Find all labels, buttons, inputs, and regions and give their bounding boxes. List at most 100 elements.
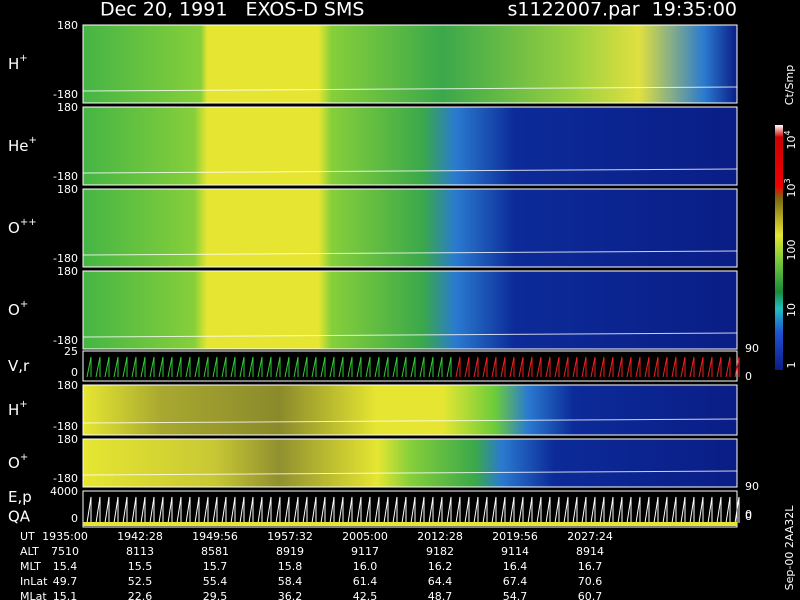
table-cell: 8919 <box>276 545 304 558</box>
sawtooth <box>581 496 587 524</box>
table-cell: 29.5 <box>203 590 228 600</box>
sawtooth <box>86 356 92 378</box>
table-cell: 54.7 <box>503 590 528 600</box>
sawtooth <box>149 496 155 524</box>
panel <box>82 350 738 382</box>
sawtooth <box>176 496 182 524</box>
panel-label-text: O <box>8 301 20 319</box>
sawtooth <box>176 356 182 378</box>
sawtooth <box>320 356 326 378</box>
sawtooth <box>194 356 200 378</box>
sawtooth <box>599 356 605 378</box>
table-cell: 64.4 <box>428 575 453 588</box>
table-cell: 16.7 <box>578 560 603 573</box>
sawtooth <box>356 356 362 378</box>
sawtooth <box>437 356 443 378</box>
sawtooth <box>275 356 281 378</box>
sawtooth <box>680 496 686 524</box>
sawtooth <box>392 356 398 378</box>
sawtooth <box>131 356 137 378</box>
trace <box>82 86 738 92</box>
sawtooth <box>437 496 443 524</box>
sawtooth <box>428 496 434 524</box>
table-cell: 22.6 <box>128 590 153 600</box>
y-tick-label: -180 <box>53 170 78 183</box>
panel-label: E,p <box>8 488 32 506</box>
table-cell: 1935:00 <box>42 530 88 543</box>
sawtooth <box>482 496 488 524</box>
sawtooth <box>185 496 191 524</box>
sawtooth <box>707 356 713 378</box>
y-tick-label: 4000 <box>50 485 78 498</box>
sawtooth <box>320 496 326 524</box>
sawtooth <box>365 356 371 378</box>
sawtooth <box>446 496 452 524</box>
sawtooth <box>716 496 722 524</box>
sawtooth <box>725 496 731 524</box>
sawtooth <box>140 496 146 524</box>
qa-bar <box>83 522 737 526</box>
sawtooth <box>509 496 515 524</box>
colorbar-unit: Ct/Smp <box>783 65 796 105</box>
right-tick-label: 0 <box>745 370 752 383</box>
sawtooth <box>203 496 209 524</box>
sawtooth <box>734 496 740 524</box>
y-tick-label: 180 <box>57 265 78 278</box>
colorbar-label: 100 <box>785 240 798 261</box>
sawtooth <box>257 496 263 524</box>
panel-label-sup: + <box>19 53 27 64</box>
panel-label-text: O <box>8 219 20 237</box>
table-cell: 15.8 <box>278 560 303 573</box>
sawtooth <box>401 496 407 524</box>
sawtooth <box>545 356 551 378</box>
sawtooth <box>572 356 578 378</box>
sawtooth <box>167 496 173 524</box>
sawtooth <box>221 356 227 378</box>
panel-label-2: QA <box>8 508 31 526</box>
sawtooth <box>644 356 650 378</box>
sawtooth <box>518 496 524 524</box>
colorbar-label-base: 100 <box>785 240 798 261</box>
sawtooth <box>95 356 101 378</box>
y-tick-label: -180 <box>53 252 78 265</box>
sawtooth <box>671 356 677 378</box>
table-cell: 9117 <box>351 545 379 558</box>
panel-label-text: H <box>8 55 19 73</box>
sawtooth <box>266 356 272 378</box>
sawtooth <box>482 356 488 378</box>
sawtooth <box>158 496 164 524</box>
table-cell: 16.0 <box>353 560 378 573</box>
table-row-label: UT <box>20 530 35 543</box>
colorbar-label-exp: 4 <box>783 130 792 135</box>
sawtooth <box>446 356 452 378</box>
sawtooth <box>527 356 533 378</box>
y-tick-label: -180 <box>53 334 78 347</box>
panel-label-text: O <box>8 454 20 472</box>
panel-label-text: He <box>8 137 29 155</box>
sawtooth <box>194 496 200 524</box>
footer: Sep-00 2AA32L <box>783 505 796 591</box>
sawtooth <box>374 496 380 524</box>
panel-label: He+ <box>8 135 37 155</box>
panel <box>82 24 738 104</box>
colorbar-label: 1 <box>785 362 798 369</box>
sawtooth <box>617 356 623 378</box>
sawtooth <box>212 496 218 524</box>
sawtooth <box>131 496 137 524</box>
table-cell: 15.7 <box>203 560 228 573</box>
sawtooth <box>491 356 497 378</box>
table-cell: 58.4 <box>278 575 303 588</box>
table-row-label: MLT <box>20 560 41 573</box>
sawtooth <box>563 496 569 524</box>
sawtooth <box>500 496 506 524</box>
y-tick-label: 180 <box>57 101 78 114</box>
sawtooth <box>239 496 245 524</box>
colorbar-label-base: 10 <box>785 303 798 317</box>
y-tick-label: 25 <box>64 345 78 358</box>
trace <box>82 168 738 174</box>
panel-label-sup: + <box>20 299 28 310</box>
sawtooth <box>383 356 389 378</box>
colorbar-label-exp: 3 <box>783 178 792 183</box>
trace <box>82 470 738 476</box>
colorbar <box>775 125 783 370</box>
